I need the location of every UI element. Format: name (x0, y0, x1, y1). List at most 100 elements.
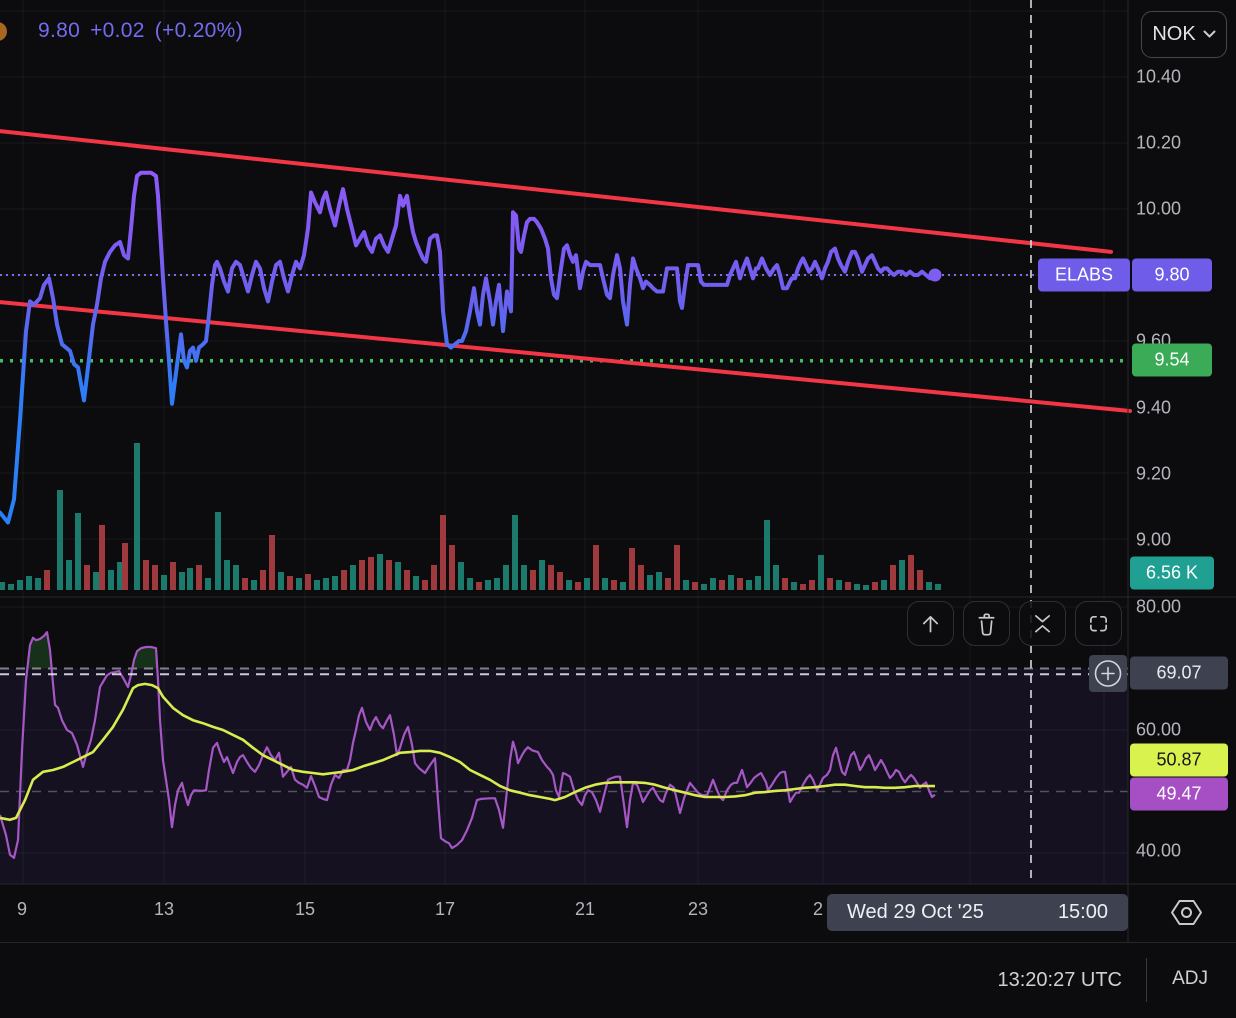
move-pane-up-button[interactable] (907, 601, 954, 646)
volume-bar (108, 570, 114, 590)
volume-bar (242, 578, 248, 590)
volume-bar (548, 565, 554, 590)
utc-clock[interactable]: 13:20:27 UTC (997, 969, 1122, 991)
volume-bar (746, 580, 752, 590)
volume-bar (701, 584, 707, 590)
volume-bar (656, 572, 662, 590)
support-price-badge: 9.54 (1132, 343, 1212, 377)
volume-bar (122, 543, 128, 590)
crosshair-settings-button[interactable] (1168, 897, 1205, 928)
volume-bar (629, 548, 635, 590)
volume-bar (179, 572, 185, 590)
delete-pane-icon (978, 613, 995, 636)
volume-bar (66, 560, 72, 590)
trendline-lower[interactable] (0, 300, 1132, 413)
volume-bar (827, 578, 833, 590)
volume-bar (196, 565, 202, 590)
volume-bar (314, 580, 320, 590)
volume-bar (99, 525, 105, 590)
volume-bar (674, 545, 680, 590)
volume-badge: 6.56 K (1130, 556, 1214, 590)
volume-bar (431, 565, 437, 590)
trendline-upper[interactable] (0, 129, 1113, 254)
volume-bar (296, 578, 302, 590)
volume-bar (350, 565, 356, 590)
rsi-ma-badge: 50.87 (1130, 743, 1228, 777)
volume-bar (269, 535, 275, 590)
collapse-pane-icon (1034, 614, 1051, 633)
collapse-pane-button[interactable] (1019, 601, 1066, 646)
crosshair-time-tooltip: Wed 29 Oct '25 15:00 (827, 894, 1128, 931)
maximize-pane-button[interactable] (1075, 601, 1122, 646)
volume-bar (539, 560, 545, 590)
volume-bar (647, 575, 653, 590)
volume-bars (0, 443, 941, 590)
volume-bar (845, 582, 851, 590)
volume-bar (260, 570, 266, 590)
add-alert-button[interactable] (1089, 655, 1127, 692)
volume-bar (863, 585, 869, 590)
time-axis-label: 23 (687, 899, 709, 919)
price-axis-label: 10.40 (1136, 66, 1182, 87)
volume-bar (800, 584, 806, 590)
volume-bar (935, 584, 941, 590)
price-axis-label: 40.00 (1136, 840, 1182, 861)
volume-bar (413, 576, 419, 590)
time-axis-label: 17 (434, 899, 456, 919)
delete-pane-button[interactable] (963, 601, 1010, 646)
adjust-data-toggle[interactable]: ADJ (1166, 967, 1214, 991)
volume-bar (575, 582, 581, 590)
volume-bar (602, 578, 608, 590)
volume-bar (84, 565, 90, 590)
volume-bar (719, 580, 725, 590)
volume-bar (728, 575, 734, 590)
price-axis-label: 9.40 (1136, 397, 1172, 418)
time-axis-label: 9 (16, 899, 28, 919)
price-axis-label: 80.00 (1136, 596, 1182, 617)
volume-bar (422, 580, 428, 590)
volume-bar (683, 580, 689, 590)
volume-bar (75, 513, 81, 590)
volume-bar (368, 557, 374, 590)
volume-bar (881, 580, 887, 590)
volume-bar (35, 578, 41, 590)
toolbar-divider (1146, 958, 1147, 1002)
last-price-dot (928, 268, 942, 282)
volume-bar (530, 570, 536, 590)
volume-bar (134, 443, 140, 590)
volume-bar (593, 545, 599, 590)
tooltip-date: Wed 29 Oct '25 (847, 901, 984, 923)
bottom-toolbar: 13:20:27 UTC ADJ (0, 942, 1236, 1018)
volume-bar (818, 555, 824, 590)
volume-bar (584, 578, 590, 590)
maximize-pane-icon (1089, 615, 1108, 632)
volume-bar (395, 562, 401, 590)
volume-bar (494, 578, 500, 590)
rsi-value-badge: 49.47 (1130, 777, 1228, 811)
time-axis-label: 21 (574, 899, 596, 919)
eye-hexagon-icon (1171, 900, 1202, 925)
currency-selector[interactable]: NOK (1141, 11, 1227, 58)
rsi-ma-line[interactable] (0, 682, 936, 822)
volume-bar (710, 578, 716, 590)
quote-header: 9.80 +0.02 (+0.20%) (38, 19, 253, 43)
volume-bar (557, 572, 563, 590)
volume-bar (44, 570, 50, 590)
volume-bar (521, 565, 527, 590)
volume-bar (332, 576, 338, 590)
tooltip-time: 15:00 (1057, 901, 1108, 923)
logo-icon (0, 22, 7, 41)
volume-bar (93, 572, 99, 590)
volume-bar (17, 580, 23, 590)
time-axis-label: 13 (153, 899, 175, 919)
last-price: 9.80 (38, 19, 81, 42)
volume-bar (620, 582, 626, 590)
price-axis-label: 10.00 (1136, 198, 1182, 219)
volume-bar (665, 578, 671, 590)
volume-bar (278, 572, 284, 590)
volume-bar (782, 578, 788, 590)
price-line[interactable] (0, 170, 937, 525)
move-pane-up-icon (922, 615, 939, 633)
